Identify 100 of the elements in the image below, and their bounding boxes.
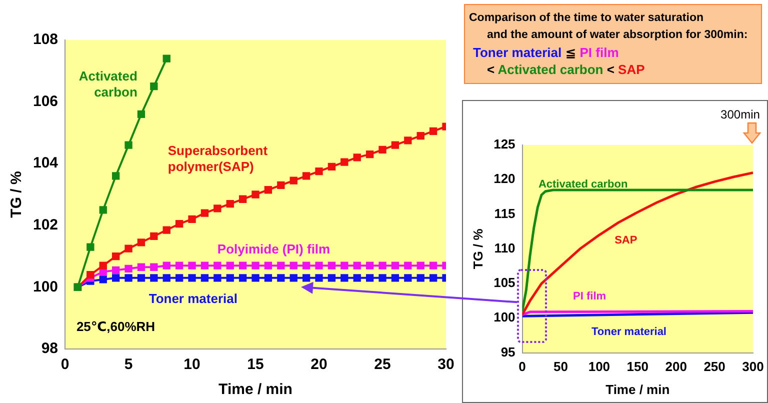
series-label: PI film bbox=[573, 290, 606, 303]
point bbox=[416, 132, 424, 140]
text: 300min bbox=[720, 107, 760, 122]
point bbox=[175, 262, 184, 270]
x-tick-label: 150 bbox=[626, 359, 648, 374]
point bbox=[162, 262, 170, 270]
point bbox=[416, 262, 424, 270]
point bbox=[315, 274, 323, 282]
point bbox=[188, 262, 196, 270]
x-tick-label: 15 bbox=[247, 356, 264, 374]
point bbox=[290, 176, 298, 184]
point bbox=[264, 274, 272, 282]
series-label: Superabsorbent polymer(SAP) bbox=[168, 142, 268, 174]
point bbox=[86, 271, 94, 279]
text: Comparison of the time to water saturation bbox=[469, 12, 704, 24]
y-tick-label: 98 bbox=[41, 340, 58, 358]
y-tick-label: 115 bbox=[494, 206, 516, 221]
series-label: Activated carbon bbox=[78, 68, 138, 100]
y-tick-label: 100 bbox=[32, 278, 58, 296]
point bbox=[315, 262, 323, 270]
point bbox=[340, 262, 348, 270]
series-label: Toner material bbox=[592, 326, 667, 338]
point bbox=[302, 262, 310, 270]
point bbox=[200, 274, 209, 282]
point bbox=[137, 274, 146, 282]
point bbox=[429, 274, 438, 282]
y-axis-title: TG / % bbox=[8, 171, 26, 218]
x-tick-label: 0 bbox=[60, 356, 70, 374]
point bbox=[264, 186, 272, 194]
y-tick-label: 125 bbox=[494, 136, 516, 152]
point bbox=[416, 274, 424, 282]
x-tick-label: 25 bbox=[374, 356, 391, 374]
point bbox=[302, 172, 310, 180]
point bbox=[277, 274, 285, 282]
annotation: 25℃,60%RH bbox=[76, 318, 156, 334]
y-tick-label: 95 bbox=[500, 344, 516, 360]
point bbox=[290, 274, 298, 282]
series-label: Polyimide (PI) film bbox=[217, 242, 330, 257]
point bbox=[315, 167, 323, 176]
point bbox=[175, 220, 184, 228]
x-tick-label: 0 bbox=[518, 359, 526, 374]
point bbox=[328, 162, 336, 171]
point bbox=[340, 158, 348, 166]
text: ≦ bbox=[565, 45, 578, 60]
point bbox=[200, 262, 209, 270]
x-tick-label: 200 bbox=[665, 359, 687, 374]
point bbox=[124, 141, 132, 149]
point bbox=[290, 262, 298, 270]
point bbox=[252, 190, 260, 198]
y-tick-label: 102 bbox=[32, 216, 58, 234]
point bbox=[99, 206, 107, 214]
y-tick-label: 108 bbox=[32, 31, 58, 48]
point bbox=[137, 238, 146, 246]
point bbox=[238, 274, 247, 282]
point bbox=[214, 262, 222, 270]
series-label: Activated carbon bbox=[538, 178, 628, 191]
point bbox=[366, 262, 374, 270]
point bbox=[328, 274, 336, 282]
y-axis-title: TG / % bbox=[470, 228, 486, 270]
series-label: SAP bbox=[614, 234, 638, 247]
point bbox=[124, 244, 132, 252]
point bbox=[366, 150, 374, 158]
series-label: Toner material bbox=[148, 291, 238, 306]
text: < bbox=[487, 62, 496, 77]
point bbox=[277, 181, 285, 190]
y-tick-label: 105 bbox=[494, 275, 516, 290]
text: and the amount of water absorption for 300min: bbox=[487, 29, 748, 41]
point bbox=[188, 274, 196, 282]
y-tick-label: 106 bbox=[32, 92, 58, 110]
x-tick-label: 250 bbox=[704, 359, 726, 374]
point bbox=[252, 262, 260, 270]
y-tick-label: 120 bbox=[494, 171, 516, 186]
point bbox=[150, 232, 158, 240]
point bbox=[86, 243, 94, 251]
text: < bbox=[606, 62, 616, 77]
point bbox=[429, 127, 438, 135]
point bbox=[150, 82, 158, 90]
point bbox=[391, 262, 400, 270]
point bbox=[150, 263, 158, 271]
text: PI film bbox=[580, 45, 619, 60]
point bbox=[378, 146, 386, 154]
point bbox=[302, 274, 310, 282]
point bbox=[226, 262, 234, 270]
point bbox=[137, 110, 146, 118]
point bbox=[404, 274, 412, 282]
point bbox=[150, 274, 158, 282]
x-axis-title: Time / min bbox=[606, 382, 670, 397]
point bbox=[378, 274, 386, 282]
y-tick-label: 100 bbox=[494, 310, 516, 325]
point bbox=[238, 262, 247, 270]
x-axis-title: Time / min bbox=[218, 381, 292, 398]
text: SAP bbox=[618, 62, 645, 77]
point bbox=[353, 262, 361, 270]
point bbox=[340, 274, 348, 282]
point bbox=[404, 136, 412, 144]
point bbox=[277, 262, 285, 270]
point bbox=[124, 264, 132, 272]
point bbox=[264, 262, 272, 270]
point bbox=[391, 141, 400, 149]
y-tick-label: 104 bbox=[32, 154, 59, 172]
